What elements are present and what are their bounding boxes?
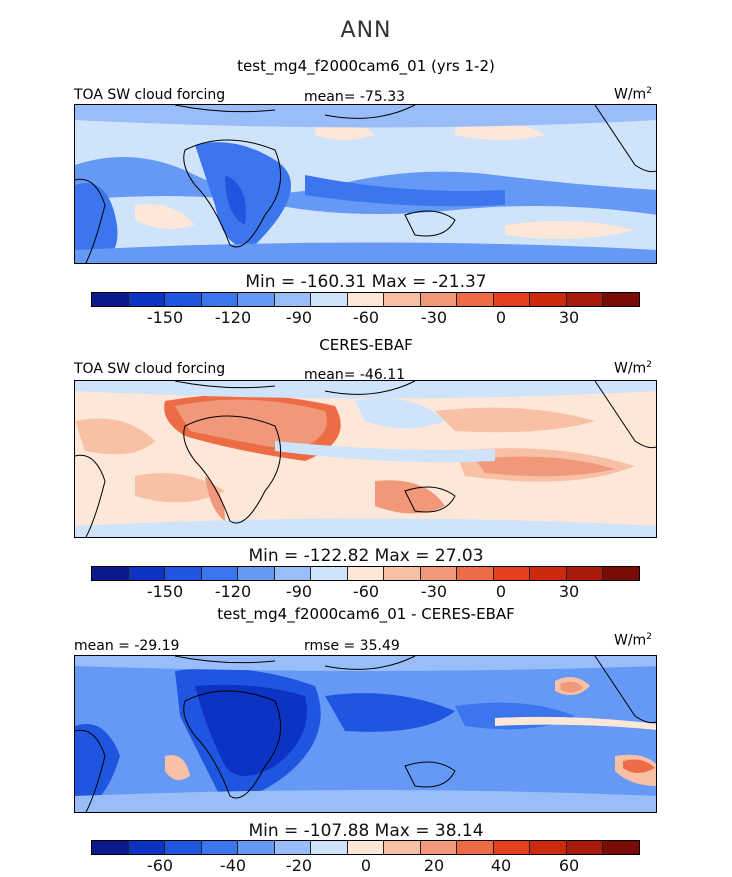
panel-1-tick: 30 bbox=[558, 308, 580, 327]
colorbar-swatch bbox=[347, 293, 385, 306]
panel-1-tick: -120 bbox=[214, 308, 252, 327]
colorbar-swatch bbox=[420, 293, 458, 306]
colorbar-swatch bbox=[165, 567, 202, 580]
panel-2-units: W/m2 bbox=[614, 360, 652, 377]
colorbar-swatch bbox=[457, 567, 494, 580]
panel-3-tick: 0 bbox=[360, 856, 372, 875]
colorbar-swatch bbox=[493, 567, 531, 580]
colorbar-swatch bbox=[92, 293, 129, 306]
colorbar-swatch bbox=[530, 567, 567, 580]
colorbar-swatch bbox=[128, 841, 166, 854]
panel-3-rmse-label: rmse = 35.49 bbox=[304, 638, 400, 654]
colorbar-swatch bbox=[603, 841, 639, 854]
colorbar-swatch bbox=[347, 841, 385, 854]
colorbar-swatch bbox=[457, 841, 494, 854]
panel-2-colorbar bbox=[91, 566, 640, 581]
colorbar-swatch bbox=[311, 293, 348, 306]
colorbar-swatch bbox=[128, 567, 166, 580]
colorbar-swatch bbox=[274, 293, 312, 306]
colorbar-swatch bbox=[347, 567, 385, 580]
colorbar-swatch bbox=[238, 841, 275, 854]
panel-1-tick: -90 bbox=[285, 308, 313, 327]
colorbar-swatch bbox=[457, 293, 494, 306]
panel-1-variable-label: TOA SW cloud forcing bbox=[74, 87, 226, 103]
colorbar-swatch bbox=[566, 841, 604, 854]
colorbar-swatch bbox=[493, 841, 531, 854]
panel-2-minmax: Min = -122.82 Max = 27.03 bbox=[248, 546, 484, 566]
colorbar-swatch bbox=[530, 293, 567, 306]
colorbar-swatch bbox=[238, 293, 275, 306]
colorbar-swatch bbox=[92, 841, 129, 854]
panel-2-tick: -150 bbox=[146, 582, 184, 601]
panel-3-units: W/m2 bbox=[614, 632, 652, 649]
panel-3-tick: -40 bbox=[219, 856, 247, 875]
colorbar-swatch bbox=[493, 293, 531, 306]
panel-1-tick: -30 bbox=[420, 308, 448, 327]
panel-2-variable-label: TOA SW cloud forcing bbox=[74, 361, 226, 377]
colorbar-swatch bbox=[603, 567, 639, 580]
colorbar-swatch bbox=[238, 567, 275, 580]
panel-2-map bbox=[74, 380, 657, 538]
panel-1-tick: -60 bbox=[352, 308, 380, 327]
colorbar-swatch bbox=[384, 567, 421, 580]
colorbar-swatch bbox=[92, 567, 129, 580]
colorbar-swatch bbox=[566, 293, 604, 306]
panel-3-tick: -60 bbox=[146, 856, 174, 875]
colorbar-swatch bbox=[274, 567, 312, 580]
colorbar-swatch bbox=[128, 293, 166, 306]
panel-2-tick: -90 bbox=[285, 582, 313, 601]
panel-2-mean-label: mean= -46.11 bbox=[304, 367, 406, 383]
colorbar-swatch bbox=[420, 567, 458, 580]
panel-3-mean-label: mean = -29.19 bbox=[74, 638, 180, 654]
main-title: ANN bbox=[340, 18, 392, 43]
panel-1-tick: -150 bbox=[146, 308, 184, 327]
panel-3-minmax: Min = -107.88 Max = 38.14 bbox=[248, 821, 484, 841]
colorbar-swatch bbox=[420, 841, 458, 854]
colorbar-swatch bbox=[384, 293, 421, 306]
panel-2-tick: 0 bbox=[495, 582, 507, 601]
colorbar-swatch bbox=[566, 567, 604, 580]
panel-1-title: test_mg4_f2000cam6_01 (yrs 1-2) bbox=[237, 57, 495, 75]
panel-3-tick: -20 bbox=[285, 856, 313, 875]
colorbar-swatch bbox=[311, 841, 348, 854]
colorbar-swatch bbox=[384, 841, 421, 854]
panel-2-tick: -120 bbox=[214, 582, 252, 601]
colorbar-swatch bbox=[274, 841, 312, 854]
panel-2-title: CERES-EBAF bbox=[319, 336, 413, 354]
colorbar-swatch bbox=[165, 293, 202, 306]
panel-1-map bbox=[74, 104, 657, 264]
panel-3-tick: 40 bbox=[490, 856, 512, 875]
panel-2-tick: -60 bbox=[352, 582, 380, 601]
colorbar-swatch bbox=[201, 841, 239, 854]
panel-3-tick: 60 bbox=[558, 856, 580, 875]
panel-1-mean-label: mean= -75.33 bbox=[304, 89, 406, 105]
panel-1-colorbar bbox=[91, 292, 640, 307]
colorbar-swatch bbox=[311, 567, 348, 580]
colorbar-swatch bbox=[603, 293, 639, 306]
colorbar-swatch bbox=[530, 841, 567, 854]
panel-1-units: W/m2 bbox=[614, 86, 652, 103]
panel-2-tick: 30 bbox=[558, 582, 580, 601]
panel-1-minmax: Min = -160.31 Max = -21.37 bbox=[245, 272, 487, 292]
panel-3-tick: 20 bbox=[423, 856, 445, 875]
panel-3-title: test_mg4_f2000cam6_01 - CERES-EBAF bbox=[217, 605, 515, 623]
panel-2-tick: -30 bbox=[420, 582, 448, 601]
colorbar-swatch bbox=[201, 293, 239, 306]
panel-3-colorbar bbox=[91, 840, 640, 855]
colorbar-swatch bbox=[165, 841, 202, 854]
colorbar-swatch bbox=[201, 567, 239, 580]
panel-1-tick: 0 bbox=[495, 308, 507, 327]
panel-3-map bbox=[74, 655, 657, 813]
